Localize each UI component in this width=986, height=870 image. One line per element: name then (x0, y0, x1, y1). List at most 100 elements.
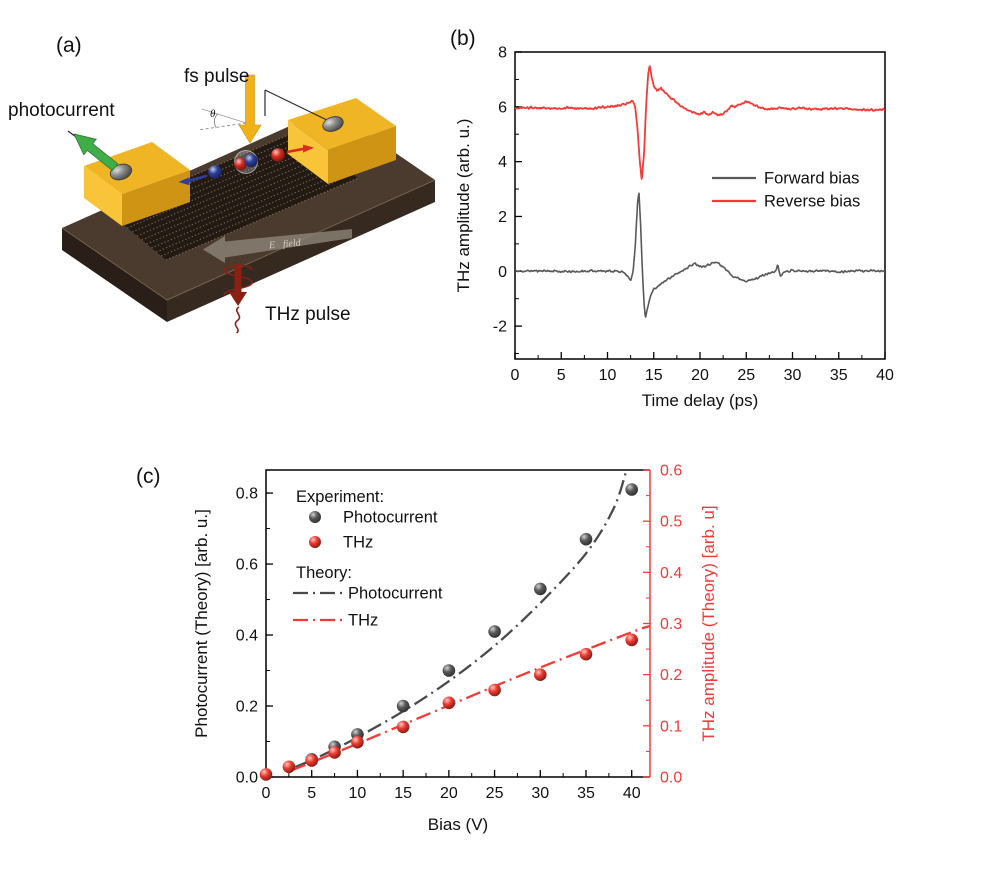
data-point-red-sphere (351, 735, 364, 749)
x-tick-label: 15 (645, 367, 663, 384)
legend-label: Reverse bias (764, 193, 860, 211)
theta-annotation: θ (210, 108, 216, 120)
data-point-red-sphere (488, 683, 501, 697)
data-point-red-sphere (396, 720, 410, 734)
y-left-tick-label: 0.6 (236, 557, 258, 574)
legend-experiment-heading: Experiment: (296, 488, 384, 506)
legend-label: Photocurrent (343, 509, 438, 527)
thz-pulse-annotation: THz pulse (265, 304, 351, 325)
electron-drift-arrow (187, 174, 207, 183)
y-tick-label: 2 (498, 209, 507, 226)
x-tick-label: 25 (486, 785, 504, 802)
data-point-red-sphere (579, 647, 593, 661)
legend-label: Photocurrent (348, 585, 443, 603)
x-tick-label: 30 (784, 367, 802, 384)
y-right-tick-label: 0.3 (660, 616, 682, 633)
axes: 0 5 10 15 20 25 30 35 40 0.0 0.2 0.4 0.6 0.8 0.0 0.1 0.2… (236, 463, 683, 803)
data-point-red-sphere (442, 696, 456, 710)
y-right-tick-label: 0.1 (660, 718, 682, 735)
x-tick-label: 10 (349, 785, 367, 802)
series-group (515, 65, 885, 318)
left-electrode-top (84, 142, 190, 194)
legend-label: THz (348, 612, 378, 630)
photocurrent-annotation: photocurrent (8, 100, 115, 121)
data-point-dark-sphere (442, 664, 456, 677)
x-tick-label: 5 (557, 367, 566, 384)
x-tick-label: 20 (440, 785, 458, 802)
thz-squiggle-tail (234, 306, 241, 334)
x-tick-label: 35 (577, 785, 595, 802)
y-tick-label: 8 (498, 45, 507, 62)
experiment-points (259, 483, 638, 781)
right-contact-wire (264, 89, 332, 123)
right-electrode-side (328, 126, 396, 184)
legend: Forward bias Reverse bias (712, 170, 860, 211)
left-electrode-front (84, 166, 122, 226)
exciton-electron-sphere (244, 153, 258, 168)
y-right-axis-title: THz amplitude (Theory) [arb. u] (699, 505, 718, 741)
waveform-reverse-bias (515, 65, 885, 180)
legend-marker-red-sphere (309, 536, 321, 548)
thz-pulse-arrow (229, 266, 247, 306)
device-schematic (61, 74, 436, 334)
data-point-dark-sphere (488, 625, 501, 638)
data-point-dark-sphere (579, 532, 593, 546)
axes: 0 5 10 15 20 25 30 35 40 -2 0 2 4 6 8 (493, 45, 894, 385)
data-point-red-sphere (534, 668, 547, 681)
thz-spiral (223, 264, 253, 296)
left-contact-dot (109, 163, 133, 181)
y-left-tick-label: 0.8 (236, 486, 258, 503)
fs-pulse-annotation: fs pulse (184, 66, 250, 87)
x-tick-label: 40 (623, 785, 641, 802)
panel-c-label: (c) (136, 465, 161, 488)
theta-ray-line (201, 108, 247, 124)
y-axis-title: THz amplitude (arb. u.) (454, 119, 473, 293)
data-point-red-sphere (259, 768, 273, 781)
y-right-tick-label: 0.6 (660, 463, 682, 480)
data-point-red-sphere (625, 633, 638, 647)
cnt-film (108, 130, 358, 260)
plot-frame (265, 469, 650, 778)
y-right-tick-label: 0.2 (660, 667, 682, 684)
legend-label: THz (343, 534, 373, 552)
legend-label: Forward bias (764, 170, 859, 188)
y-left-axis-title: Photocurrent (Theory) [arb. u.] (192, 509, 211, 738)
y-right-tick-label: 0.4 (660, 565, 682, 582)
y-tick-label: -2 (493, 319, 507, 336)
substrate-front-face (167, 180, 435, 322)
substrate-edge-highlight (61, 179, 436, 301)
y-tick-label: 4 (498, 154, 507, 171)
panel-a-label: (a) (56, 34, 82, 57)
legend-theory-heading: Theory: (296, 564, 352, 582)
x-tick-label: 30 (531, 785, 549, 802)
x-tick-label: 5 (307, 785, 316, 802)
y-left-tick-label: 0.0 (236, 770, 258, 787)
e-field-arrow (203, 229, 352, 263)
waveform-forward-bias (515, 192, 885, 318)
data-point-red-sphere (328, 746, 341, 759)
y-tick-label: 0 (498, 264, 507, 281)
data-point-dark-sphere (534, 582, 547, 596)
right-electrode-front (288, 120, 328, 184)
y-right-tick-label: 0.5 (660, 514, 682, 531)
data-point-dark-sphere (625, 483, 638, 496)
left-electrode-side (122, 170, 190, 226)
x-tick-label: 40 (876, 367, 894, 384)
fs-pulse-arrow (238, 74, 262, 144)
data-point-red-sphere (305, 754, 318, 767)
data-point-red-sphere (282, 760, 296, 774)
x-tick-label: 15 (394, 785, 412, 802)
data-point-dark-sphere (396, 699, 410, 713)
legend: Experiment: Photocurrent THz Theory: Photocu… (293, 488, 443, 630)
x-axis-title: Time delay (ps) (642, 391, 759, 410)
substrate-left-face (62, 228, 167, 322)
hole-drift-arrowhead (303, 144, 314, 153)
x-tick-label: 0 (262, 785, 271, 802)
hole-drift-arrow (286, 147, 305, 154)
y-left-tick-label: 0.2 (236, 699, 258, 716)
electron-drift-arrowhead (178, 177, 190, 186)
x-tick-label: 25 (737, 367, 755, 384)
x-axis-title: Bias (V) (428, 815, 488, 834)
x-tick-label: 0 (511, 367, 520, 384)
